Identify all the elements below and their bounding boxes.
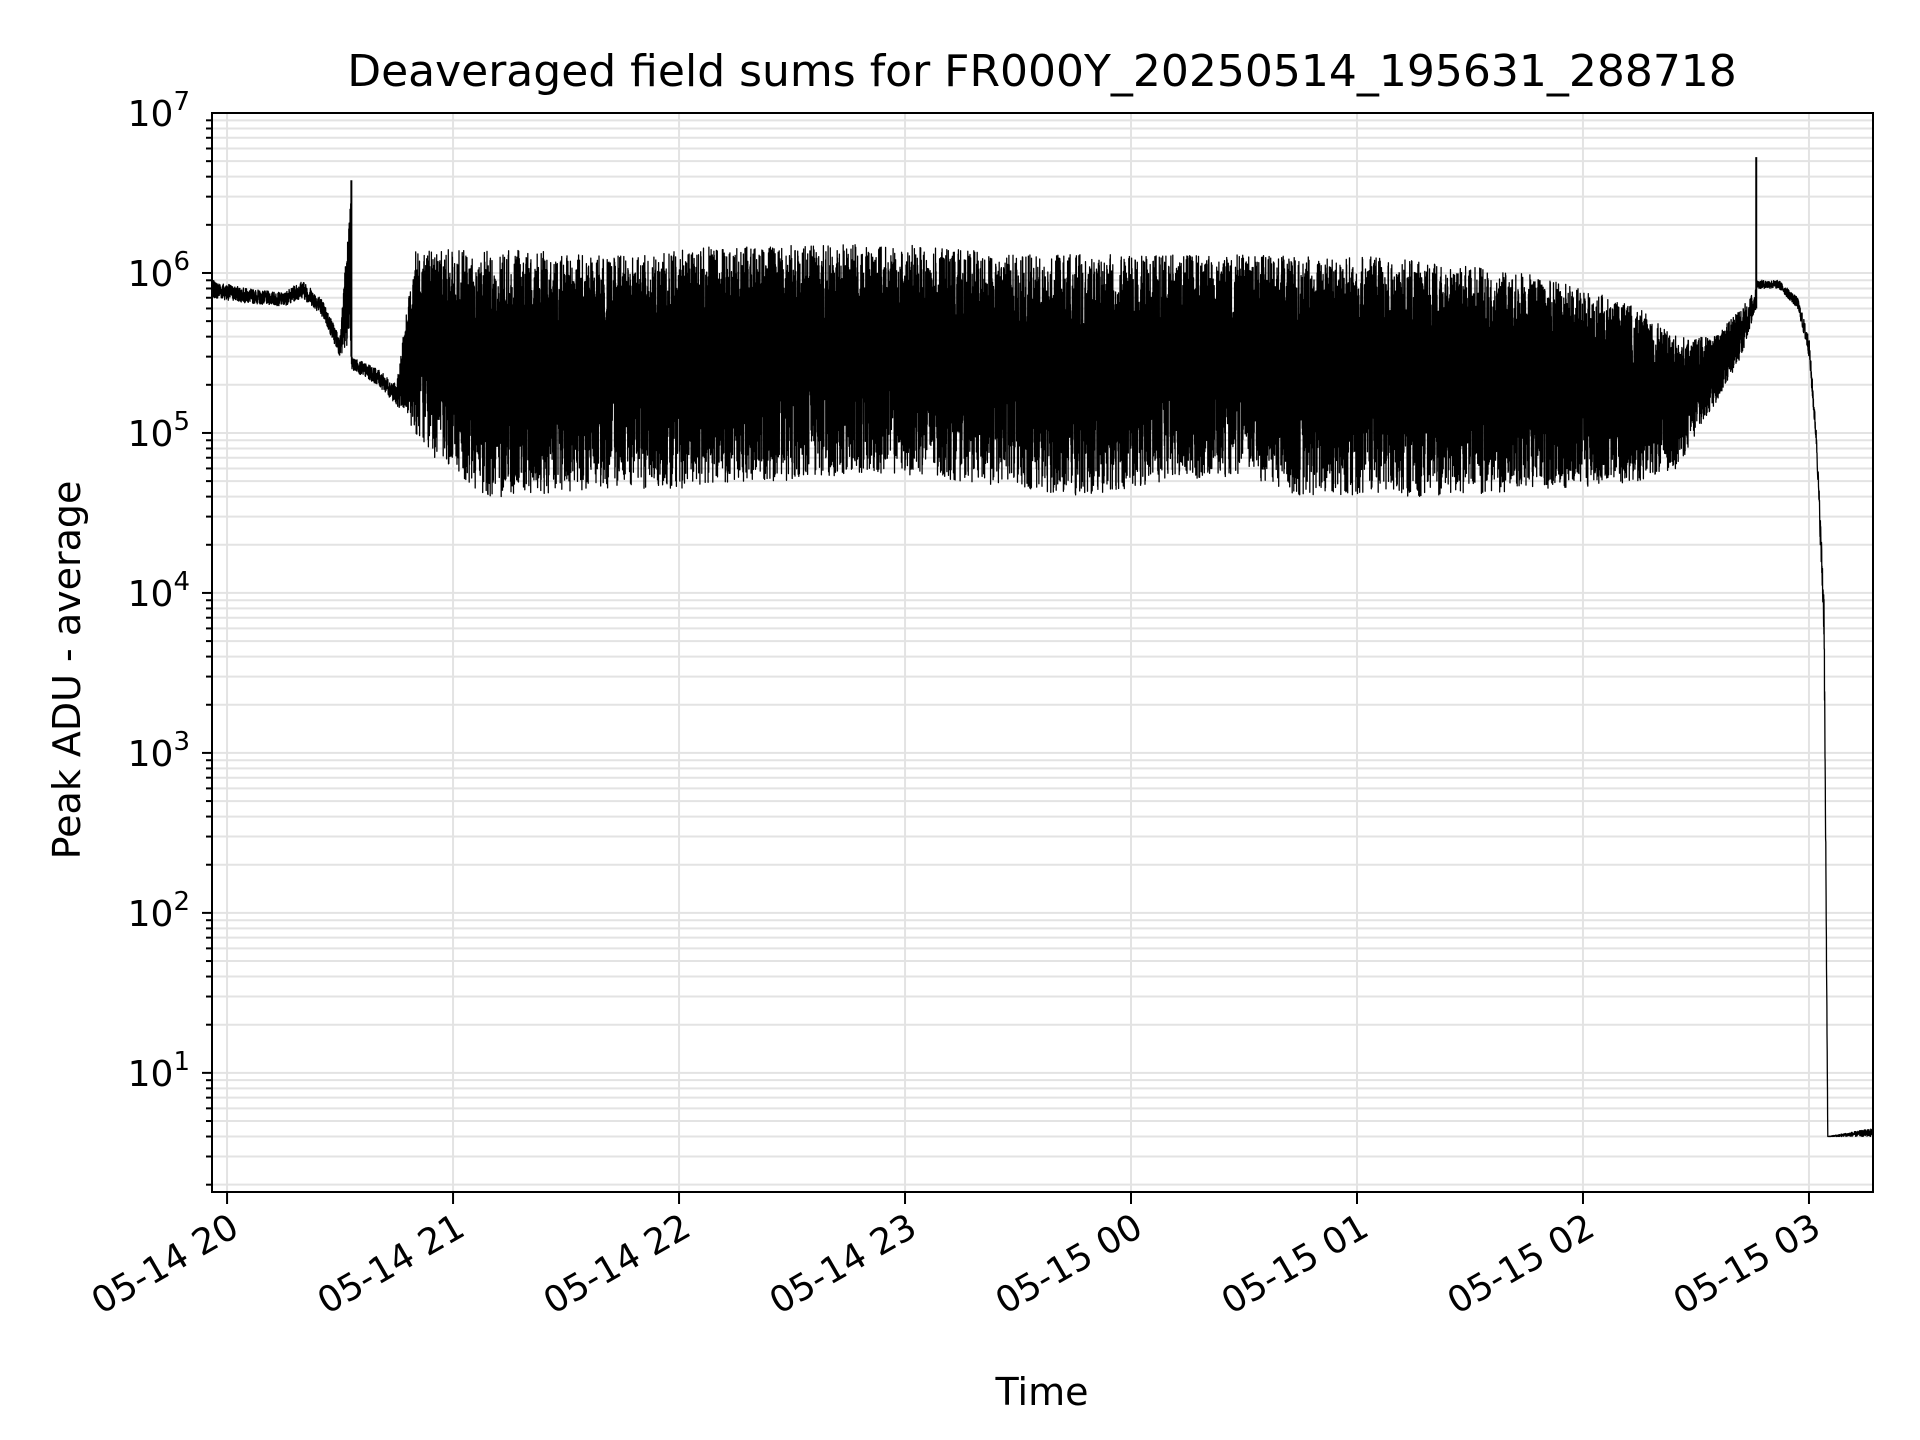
y-tick-label: 103 — [128, 727, 190, 775]
y-tick-label: 102 — [128, 887, 190, 935]
y-tick-label: 107 — [128, 87, 190, 135]
y-axis-label: Peak ADU - average — [45, 481, 89, 860]
y-axis: 101 102 103 104 105 106 107 — [128, 87, 212, 1186]
chart-title: Deaveraged field sums for FR000Y_2025051… — [347, 46, 1737, 97]
y-tick-label: 106 — [128, 247, 190, 295]
plot-frame — [211, 112, 1874, 1193]
y-tick-label: 105 — [128, 407, 190, 455]
y-tick-label: 101 — [128, 1047, 190, 1095]
y-tick-label: 104 — [128, 567, 190, 615]
series-group — [211, 157, 1874, 1138]
x-axis-label: Time — [995, 1370, 1089, 1414]
series-line — [211, 197, 1874, 1138]
